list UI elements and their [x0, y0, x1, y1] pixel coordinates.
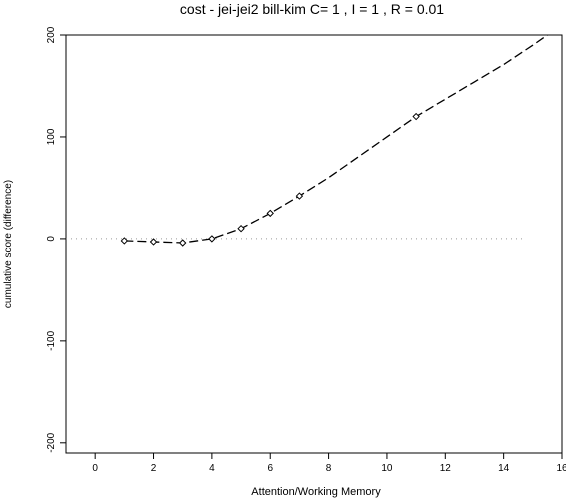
- x-axis-title: Attention/Working Memory: [251, 486, 381, 498]
- ticks-layer: 0 2 4 6 8 10 12 14 16 200 100 0 -100 -200: [46, 26, 566, 474]
- data-point-marker: [208, 235, 216, 243]
- x-tick-label: 10: [381, 463, 393, 474]
- x-tick-label: 16: [556, 463, 566, 474]
- x-tick-label: 4: [209, 463, 215, 474]
- series-layer: [120, 34, 548, 247]
- x-tick-label: 0: [92, 463, 98, 474]
- chart-title: cost - jei-jei2 bill-kim C= 1 , I = 1 , …: [180, 1, 444, 17]
- y-tick-label: -200: [46, 432, 57, 452]
- data-point-marker: [237, 225, 245, 233]
- x-tick-label: 14: [498, 463, 510, 474]
- y-tick-label: 200: [46, 26, 57, 43]
- y-tick-label: 100: [46, 128, 57, 145]
- x-tick-label: 12: [440, 463, 452, 474]
- y-tick-label: 0: [46, 236, 57, 242]
- data-point-marker: [178, 239, 187, 247]
- x-tick-label: 8: [326, 463, 332, 474]
- data-point-marker: [266, 209, 274, 218]
- x-tick-label: 2: [151, 463, 157, 474]
- data-point-marker: [120, 237, 129, 245]
- y-axis-title: cumulative score (difference): [3, 180, 14, 308]
- series-line: [124, 34, 548, 244]
- data-point-marker: [149, 238, 158, 246]
- x-tick-label: 6: [267, 463, 273, 474]
- y-tick-label: -100: [46, 330, 57, 350]
- data-point-marker: [295, 192, 304, 200]
- plot-frame: [65, 34, 563, 454]
- data-point-marker: [412, 112, 420, 121]
